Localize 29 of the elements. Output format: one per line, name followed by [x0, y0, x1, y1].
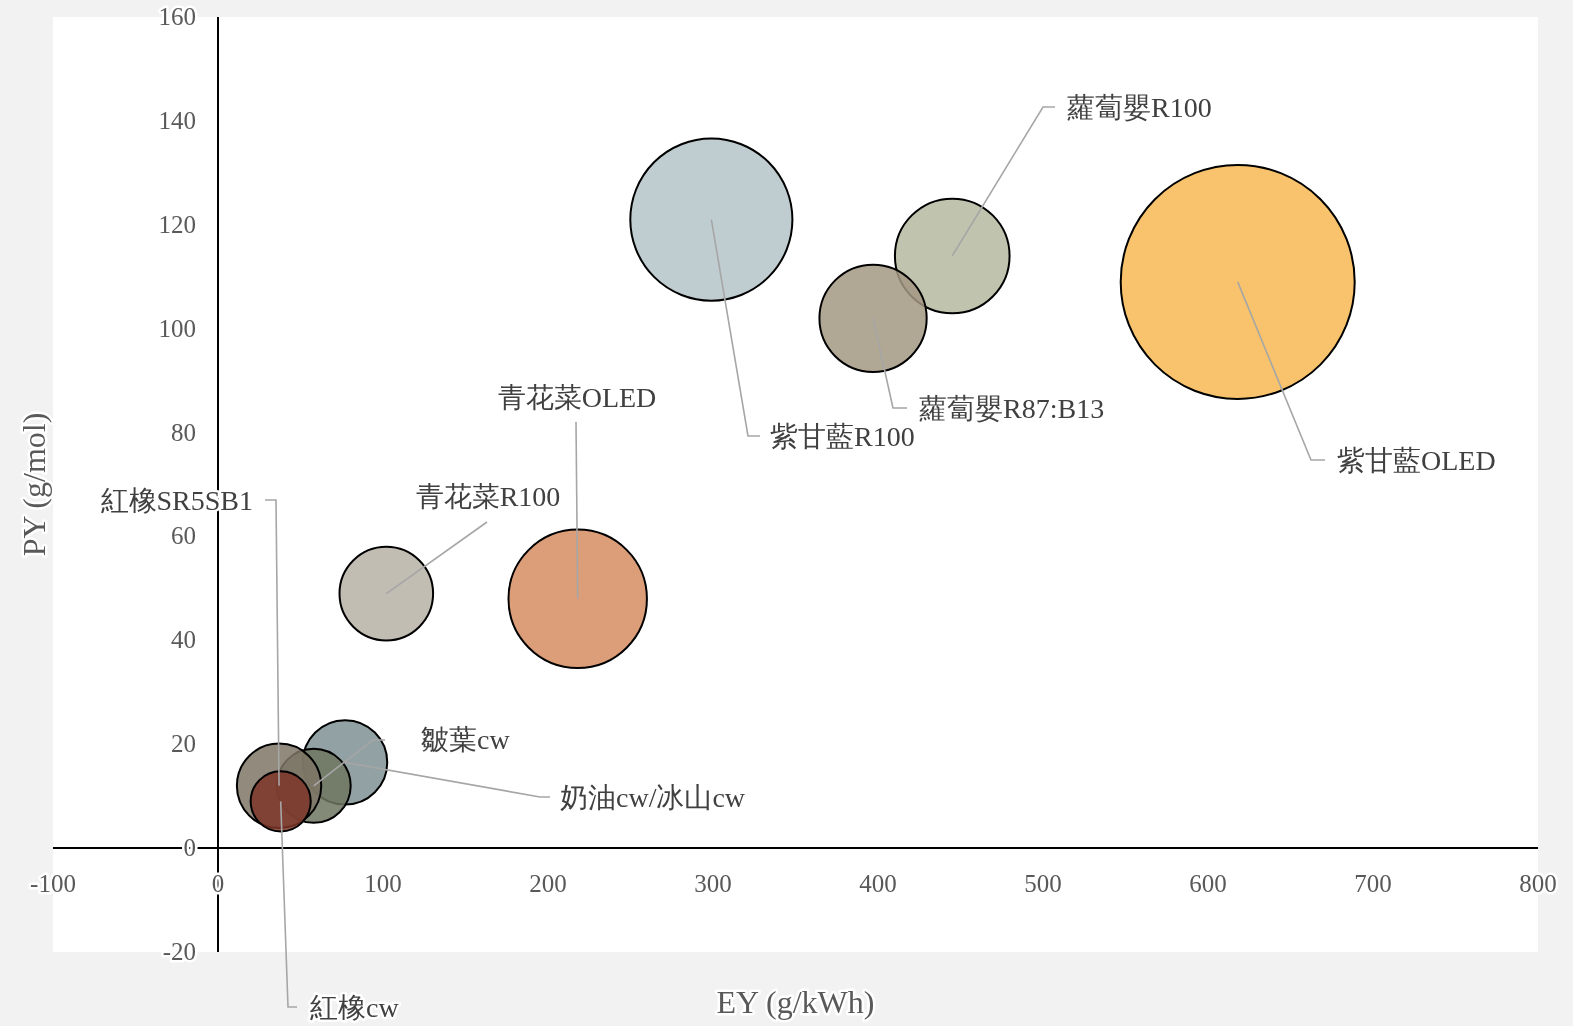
x-tick-label: 500 — [1024, 870, 1062, 898]
x-tick-label: 300 — [694, 870, 732, 898]
x-tick-label: -100 — [30, 870, 76, 898]
text: 紫甘藍OLED — [1337, 445, 1496, 476]
y-tick-label: 80 — [171, 418, 196, 446]
y-tick-label: -20 — [162, 938, 196, 965]
y-tick-label: 40 — [171, 626, 196, 654]
text: 奶油cw/冰山cw — [560, 782, 746, 813]
x-axis-title: EY (g/kWh) — [716, 984, 875, 1020]
x-tick-label: 600 — [1189, 870, 1227, 898]
y-tick-label: 160 — [158, 3, 196, 30]
text: 青花菜OLED — [497, 382, 657, 413]
x-tick-label: 700 — [1354, 870, 1392, 898]
y-axis-title: PY (g/mol) — [16, 412, 52, 557]
y-tick-label: 120 — [158, 210, 196, 238]
text: 蘿蔔嬰R100 — [1067, 92, 1212, 123]
x-tick-label: 800 — [1519, 870, 1557, 898]
y-tick-label: 20 — [171, 730, 196, 758]
x-tick-label: 200 — [529, 870, 567, 898]
text: 紅橡cw — [310, 992, 400, 1023]
y-tick-label: 140 — [158, 106, 196, 134]
series-label: 青花菜R100 — [415, 481, 561, 512]
text: 皺葉cw — [421, 724, 511, 755]
y-tick-label: 60 — [171, 522, 196, 550]
series-label: 蘿蔔嬰R87:B13 — [919, 393, 1105, 424]
text: 紫甘藍R100 — [770, 421, 915, 452]
x-tick-label: 100 — [364, 870, 402, 898]
x-tick-label: 400 — [859, 870, 897, 898]
y-tick-label: 100 — [158, 314, 196, 342]
